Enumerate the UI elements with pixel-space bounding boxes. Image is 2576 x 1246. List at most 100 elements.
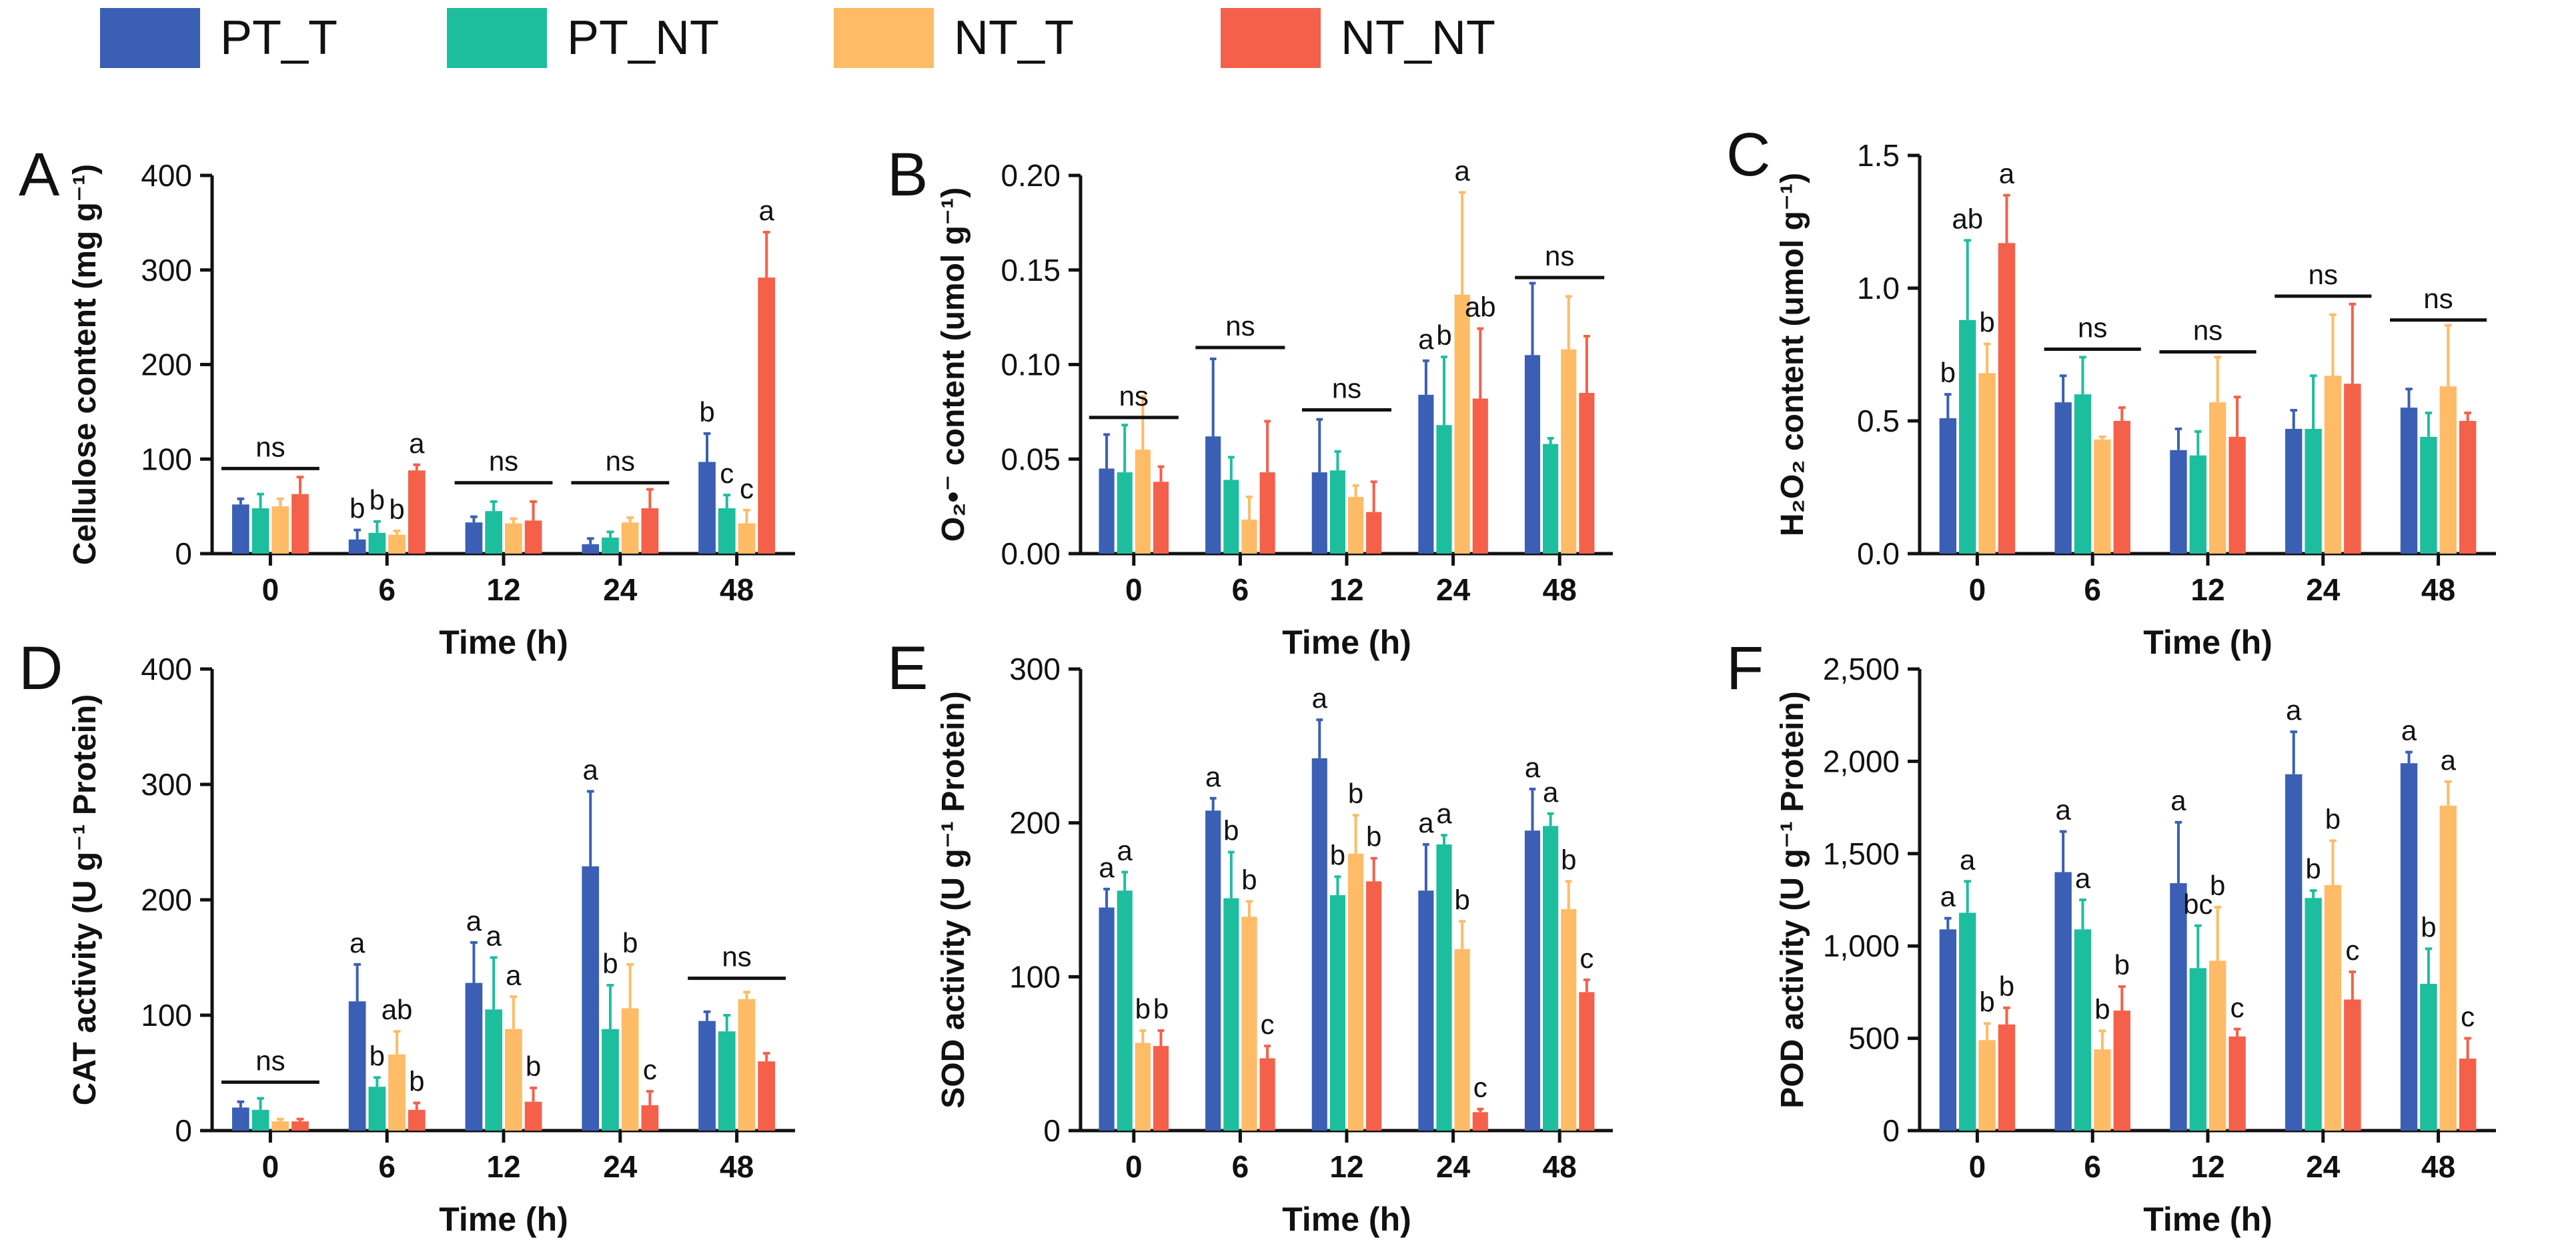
x-axis-label: Time (h) [1282, 1201, 1411, 1238]
x-tick-label: 0 [262, 572, 279, 607]
x-axis-label: Time (h) [2143, 1201, 2273, 1238]
ns-label: ns [722, 941, 751, 973]
x-tick-label: 0 [1125, 572, 1143, 607]
significance-letter: b [2305, 853, 2321, 884]
y-tick-label: 0.15 [1001, 253, 1061, 287]
bar-nt-nt [1366, 881, 1382, 1131]
bar-pt-t [2400, 408, 2418, 554]
significance-letter: c [720, 458, 734, 489]
x-tick-label: 24 [1436, 1149, 1471, 1184]
chart-panel-b: B 0.00 0.05 0.10 0.15 0.20 O₂•⁻ content (umol … [887, 141, 1613, 661]
panel-letter: A [19, 141, 60, 209]
y-tick-label: 300 [1009, 652, 1061, 686]
bar-nt-t [2209, 961, 2226, 1131]
bar-pt-nt [602, 537, 619, 554]
bar-nt-nt [1579, 992, 1595, 1131]
significance-letter: ab [1952, 203, 1983, 234]
x-tick-label: 48 [720, 1149, 754, 1184]
significance-letter: a [409, 428, 425, 459]
ns-label: ns [1119, 380, 1149, 412]
significance-letter: a [506, 959, 522, 991]
ns-label: ns [1225, 310, 1255, 342]
bar-pt-nt [485, 511, 502, 554]
ns-label: ns [2309, 259, 2338, 290]
legend-label-pt-t: PT_T [220, 11, 338, 65]
x-tick-label: 48 [2421, 1149, 2455, 1184]
bar-nt-t [1348, 496, 1364, 554]
bar-pt-nt [718, 1031, 736, 1131]
bar-nt-nt [1998, 243, 2016, 554]
x-tick-label: 48 [720, 572, 754, 607]
bar-nt-t [2324, 884, 2342, 1131]
x-tick-label: 48 [1543, 1149, 1577, 1184]
significance-letter: c [2230, 992, 2244, 1023]
y-tick-label: 300 [141, 253, 192, 287]
y-tick-label: 0.5 [1857, 404, 1900, 438]
bar-nt-nt [1153, 482, 1169, 554]
y-tick-label: 0 [1043, 1113, 1061, 1148]
bar-pt-nt [1436, 425, 1452, 554]
x-tick-label: 48 [1543, 572, 1577, 607]
significance-letter: a [2055, 794, 2071, 826]
chart-panel-e: E 0 100 200 300 SOD activity (U g⁻¹ Protein) 0… [887, 634, 1613, 1238]
significance-letter: a [1205, 761, 1221, 792]
bar-nt-nt [2344, 384, 2361, 554]
bar-nt-nt [291, 1121, 309, 1131]
y-tick-label: 1,000 [1823, 928, 1900, 963]
bar-nt-nt [2228, 436, 2246, 554]
bar-pt-nt [485, 1009, 502, 1131]
significance-letter: b [1241, 864, 1257, 895]
ns-label: ns [255, 1045, 285, 1076]
panel-letter: D [19, 634, 63, 702]
bar-nt-t [1561, 908, 1577, 1131]
x-tick-label: 24 [603, 572, 638, 607]
panel-letter: B [887, 141, 928, 209]
y-tick-label: 0 [175, 1113, 192, 1148]
bar-pt-t [1311, 472, 1327, 554]
bar-pt-t [2170, 883, 2187, 1131]
bar-nt-t [388, 1054, 406, 1131]
significance-letter: b [1436, 320, 1451, 351]
bar-nt-nt [2459, 1059, 2477, 1131]
significance-letter: a [758, 195, 774, 226]
y-tick-label: 0 [175, 536, 192, 571]
bar-pt-nt [2074, 929, 2092, 1131]
x-tick-label: 12 [1329, 572, 1363, 607]
bar-nt-t [2094, 1049, 2111, 1131]
y-axis-label: CAT activity (U g⁻¹ Protein) [67, 694, 103, 1105]
significance-letter: a [583, 754, 599, 785]
x-tick-label: 24 [2306, 1149, 2341, 1184]
bar-pt-nt [1543, 826, 1559, 1131]
significance-letter: b [602, 948, 618, 979]
significance-letter: b [2114, 949, 2130, 981]
bar-pt-t [582, 866, 600, 1131]
bar-pt-t [348, 539, 366, 554]
bar-nt-nt [408, 1109, 426, 1131]
ns-label: ns [1545, 240, 1574, 271]
bar-pt-t [465, 983, 483, 1131]
significance-letter: b [409, 1065, 424, 1097]
bar-nt-t [1135, 1043, 1151, 1131]
significance-letter: b [1330, 839, 1345, 870]
significance-letter: a [1117, 834, 1133, 866]
significance-letter: b [2421, 911, 2436, 943]
significance-letter: b [622, 927, 638, 959]
bar-nt-nt [524, 520, 542, 554]
y-tick-label: 0.0 [1857, 536, 1900, 571]
y-tick-label: 0.10 [1001, 348, 1061, 382]
chart-panel-d: D 0 100 200 300 400 CAT activity (U g⁻¹ Protei… [19, 634, 795, 1238]
bar-nt-t [271, 1121, 289, 1131]
legend-swatch-nt-nt [1221, 8, 1321, 68]
bar-pt-nt [2420, 983, 2437, 1131]
y-tick-label: 2,000 [1823, 744, 1900, 778]
x-tick-label: 24 [1436, 572, 1471, 607]
legend: PT_T PT_NT NT_T NT_NT [0, 0, 2576, 80]
bar-pt-nt [2420, 436, 2437, 554]
bar-pt-nt [2189, 455, 2206, 554]
y-axis-label: SOD activity (U g⁻¹ Protein) [936, 691, 971, 1108]
bar-pt-t [1311, 758, 1327, 1131]
bar-pt-nt [368, 532, 386, 554]
ns-label: ns [255, 431, 285, 462]
significance-letter: b [1348, 778, 1363, 809]
significance-letter: a [1099, 852, 1115, 883]
